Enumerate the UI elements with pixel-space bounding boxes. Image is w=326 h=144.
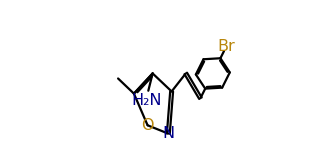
Text: Br: Br bbox=[217, 39, 235, 54]
Text: N: N bbox=[162, 126, 174, 141]
Text: O: O bbox=[141, 118, 154, 133]
Text: H₂N: H₂N bbox=[132, 93, 162, 108]
